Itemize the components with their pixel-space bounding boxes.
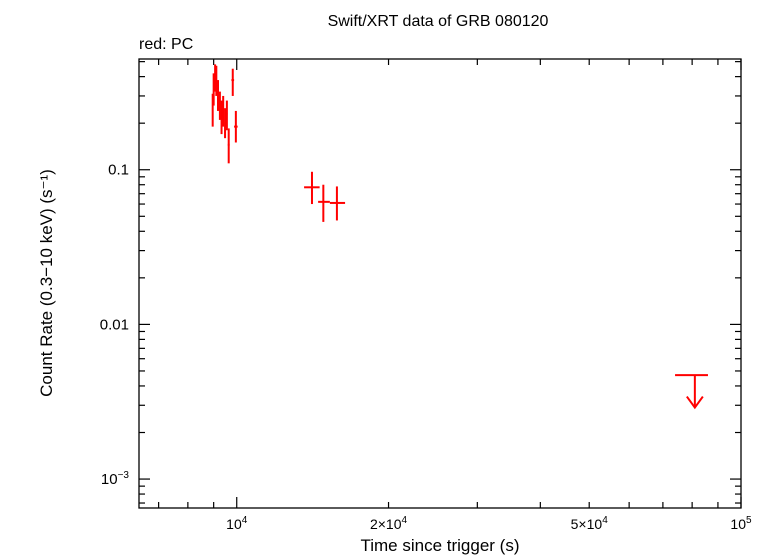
- chart-title: Swift/XRT data of GRB 080120: [328, 13, 549, 30]
- x-tick-label-base: 2×10: [370, 516, 402, 532]
- y-tick-label: 10−3: [101, 470, 130, 488]
- data-point: [227, 128, 230, 164]
- x-tick-label-exponent: 4: [402, 515, 408, 526]
- upper-limit-arrowhead: [686, 395, 704, 410]
- data-point: [212, 73, 215, 106]
- chart-subtitle: red: PC: [139, 36, 193, 53]
- data-point: [329, 186, 346, 221]
- data-point: [234, 110, 238, 143]
- data-point: [222, 95, 225, 127]
- data-point: [224, 108, 227, 139]
- y-tick-labels: 0.1 0.01 10−3: [100, 162, 130, 488]
- data-point: [304, 171, 320, 205]
- x-tick-label-base: 10: [730, 516, 746, 532]
- data-point: [220, 100, 223, 135]
- y-tick-label: 0.01: [100, 316, 129, 333]
- x-tick-label: 105: [730, 515, 752, 532]
- y-axis-label: Count Rate (0.3−10 keV) (s⁻¹): [37, 169, 56, 397]
- x-tick-label: 5×104: [571, 515, 609, 532]
- data-point: [215, 65, 218, 96]
- x-tick-label: 104: [226, 515, 248, 532]
- y-tick-label: 0.1: [108, 162, 129, 179]
- x-tick-labels: 104 2×104 5×104 105: [226, 515, 752, 532]
- y-tick-label-exponent: −3: [118, 470, 130, 481]
- plot-frame: [138, 58, 742, 509]
- x-axis-label: Time since trigger (s): [360, 536, 519, 555]
- x-tick-label-exponent: 5: [746, 515, 752, 526]
- data-point: [231, 68, 235, 96]
- axis-ticks: [139, 59, 742, 508]
- data-point: [318, 184, 330, 222]
- y-tick-label-base: 10: [101, 471, 118, 488]
- x-tick-label-base: 10: [226, 516, 242, 532]
- x-tick-label-exponent: 4: [242, 515, 248, 526]
- x-tick-label: 2×104: [370, 515, 408, 532]
- data-point: [218, 91, 221, 120]
- x-tick-label-base: 5×10: [571, 516, 603, 532]
- data-points: [211, 64, 708, 410]
- x-tick-label-exponent: 4: [602, 515, 608, 526]
- data-point: [216, 80, 219, 111]
- upper-limit: [675, 374, 708, 410]
- data-point: [225, 100, 228, 131]
